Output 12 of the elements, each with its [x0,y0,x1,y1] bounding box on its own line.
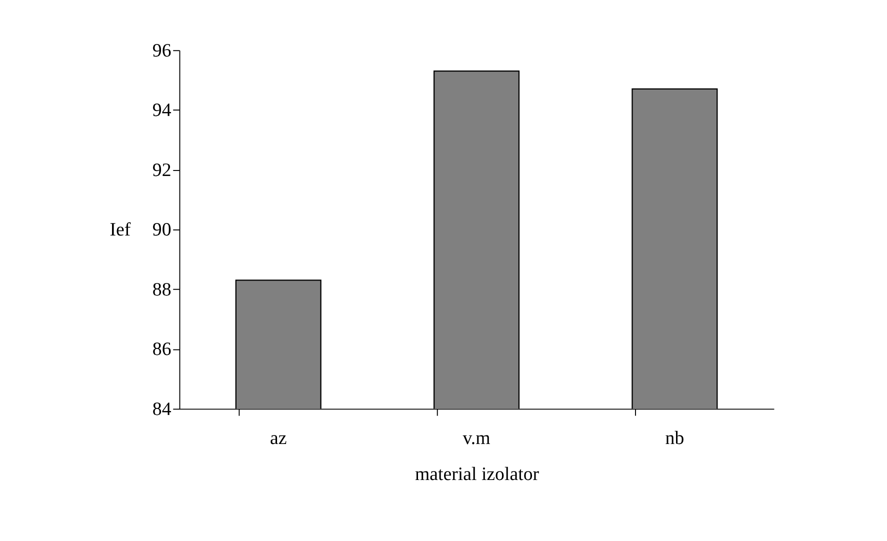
y-tick-label: 84 [152,398,172,420]
y-tick-label: 92 [152,160,172,181]
y-axis-title: Ief [110,220,132,241]
x-axis-title: material izolator [414,464,540,485]
y-tick-label: 86 [152,339,172,360]
y-tick-label: 88 [152,279,172,300]
y-tick-label: 96 [152,40,172,62]
x-tick-label: nb [665,428,684,450]
x-tick-label: v.m [462,428,491,450]
y-tick-label: 90 [152,220,172,241]
y-tick-label: 94 [152,100,172,122]
x-tick-label: az [270,428,287,450]
